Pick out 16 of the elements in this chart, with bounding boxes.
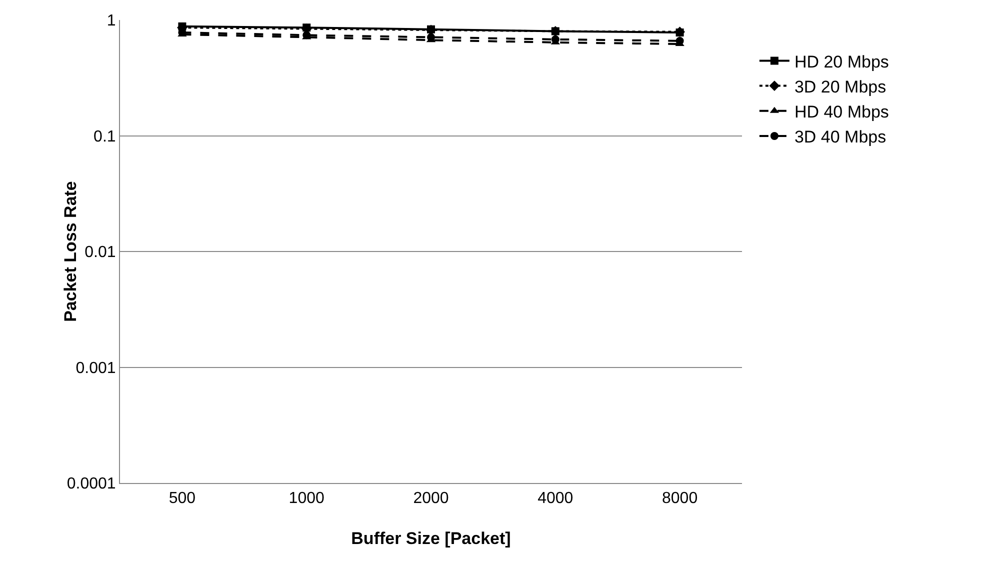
x-tick-label: 1000 (288, 490, 324, 508)
y-tick-label: 0.001 (76, 360, 116, 377)
legend-label: HD 40 Mbps (794, 102, 889, 122)
y-tick-label: 0.01 (84, 244, 116, 262)
y-tick-label: 0.1 (94, 128, 116, 146)
legend-label: 3D 20 Mbps (794, 77, 886, 96)
x-tick-label: 8000 (662, 490, 698, 508)
x-tick-label: 4000 (538, 490, 574, 508)
x-axis-title: Buffer Size [Packet] (351, 529, 511, 548)
legend-label: 3D 40 Mbps (794, 128, 886, 147)
x-tick-label: 500 (168, 490, 196, 508)
y-tick-label: 0.0001 (66, 476, 116, 493)
x-tick-label: 2000 (413, 490, 449, 508)
y-tick-label: 1 (106, 12, 116, 30)
y-axis-title: Packet Loss Rate (61, 181, 80, 322)
legend-label: HD 20 Mbps (794, 52, 889, 72)
